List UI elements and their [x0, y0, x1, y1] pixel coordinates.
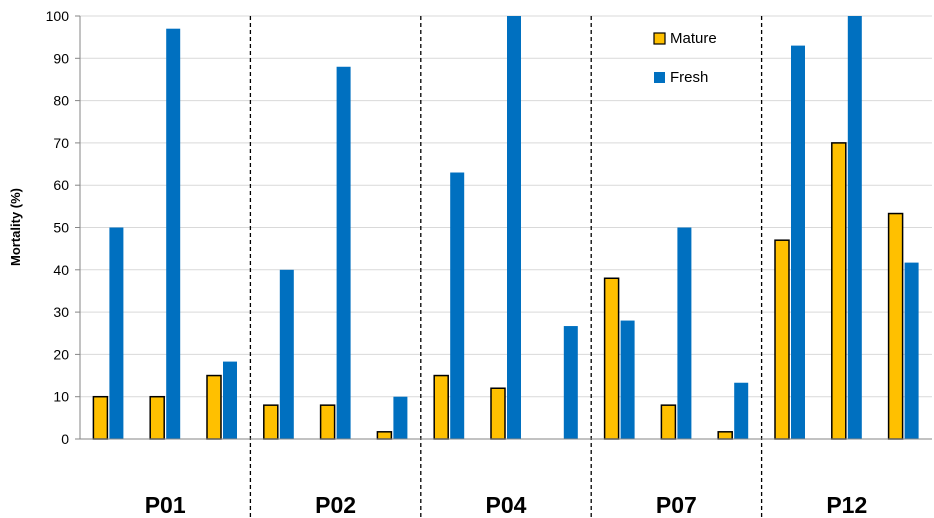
- gridlines: [80, 15, 932, 398]
- bar-mature-p02-1: [263, 404, 279, 440]
- bar-fresh-p12-2: [847, 16, 862, 439]
- group-label-p12: P12: [826, 492, 867, 518]
- bar-mature-p12-2: [831, 142, 847, 440]
- group-label-p01: P01: [145, 492, 186, 518]
- legend: Mature Fresh: [653, 30, 717, 86]
- bar-fresh-p02-2: [336, 66, 351, 439]
- bar-fresh-p07-2: [677, 227, 692, 439]
- bar-mature-p04-2: [490, 387, 506, 440]
- bar-mature-p07-2: [660, 404, 677, 440]
- y-tick-label: 90: [53, 50, 69, 66]
- group-label-p07: P07: [656, 492, 697, 518]
- bar-mature-p01-3: [206, 374, 222, 440]
- bar-fresh-p07-1: [620, 320, 635, 439]
- y-tick-label: 50: [53, 220, 69, 236]
- bar-mature-p12-1: [774, 239, 790, 440]
- bar-fresh-p12-3: [904, 262, 919, 439]
- bar-fresh-p04-1: [450, 172, 465, 439]
- y-tick-label: 40: [53, 262, 69, 278]
- y-tick-labels: 0 10 20 30 40 50 60 70 80 90 100: [46, 8, 80, 447]
- legend-label-mature: Mature: [670, 30, 717, 47]
- bar-mature-p02-3: [376, 431, 393, 440]
- y-tick-label: 0: [61, 431, 69, 447]
- bar-mature-p01-2: [149, 395, 165, 440]
- bar-fresh-p02-1: [279, 269, 294, 439]
- bar-fresh-p04-3: [563, 326, 578, 439]
- bar-mature-p02-2: [319, 404, 336, 440]
- y-tick-label: 20: [53, 346, 69, 362]
- group-label-p02: P02: [315, 492, 356, 518]
- legend-swatch-fresh: [654, 72, 665, 83]
- bar-mature-p07-1: [603, 277, 620, 440]
- legend-swatch-mature: [653, 32, 666, 45]
- legend-label-fresh: Fresh: [670, 69, 708, 86]
- bar-fresh-p01-1: [109, 227, 124, 439]
- group-labels: P01 P02 P04 P07 P12: [145, 492, 868, 518]
- y-tick-label: 60: [53, 177, 69, 193]
- y-tick-label: 70: [53, 135, 69, 151]
- bars: [92, 16, 919, 440]
- y-tick-label: 100: [46, 8, 70, 24]
- y-tick-label: 10: [53, 389, 69, 405]
- bar-fresh-p07-3: [734, 382, 749, 439]
- bar-fresh-p12-1: [791, 45, 805, 440]
- bar-fresh-p02-3: [393, 396, 408, 439]
- bar-mature-p01-1: [92, 395, 109, 440]
- bar-mature-p12-3: [887, 212, 904, 440]
- bar-mature-p04-1: [433, 374, 449, 440]
- y-tick-label: 30: [53, 304, 69, 320]
- y-axis-label: Mortality (%): [8, 188, 23, 266]
- bar-fresh-p01-3: [223, 361, 237, 439]
- group-label-p04: P04: [486, 492, 527, 518]
- bar-fresh-p04-2: [507, 16, 521, 439]
- bar-fresh-p01-2: [166, 28, 181, 439]
- y-tick-label: 80: [53, 93, 69, 109]
- bar-mature-p07-3: [717, 431, 733, 440]
